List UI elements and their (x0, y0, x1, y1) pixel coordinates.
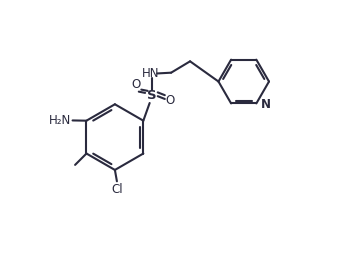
Text: S: S (147, 89, 157, 102)
Text: O: O (131, 77, 140, 91)
Text: N: N (261, 98, 271, 111)
Text: O: O (166, 94, 175, 107)
Text: HN: HN (142, 68, 160, 81)
Text: Cl: Cl (111, 183, 123, 196)
Text: H₂N: H₂N (49, 114, 71, 127)
